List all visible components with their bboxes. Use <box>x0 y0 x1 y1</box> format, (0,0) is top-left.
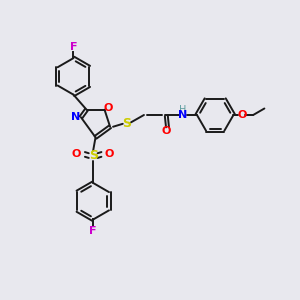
Text: S: S <box>89 149 98 162</box>
Text: O: O <box>104 103 113 113</box>
Text: O: O <box>162 126 171 136</box>
Text: O: O <box>237 110 247 120</box>
Text: O: O <box>105 149 114 159</box>
Text: F: F <box>89 226 97 236</box>
Text: O: O <box>72 149 81 159</box>
Text: S: S <box>122 117 131 130</box>
Text: F: F <box>70 42 77 52</box>
Text: N: N <box>71 112 80 122</box>
Text: N: N <box>178 110 188 120</box>
Text: H: H <box>179 105 187 115</box>
